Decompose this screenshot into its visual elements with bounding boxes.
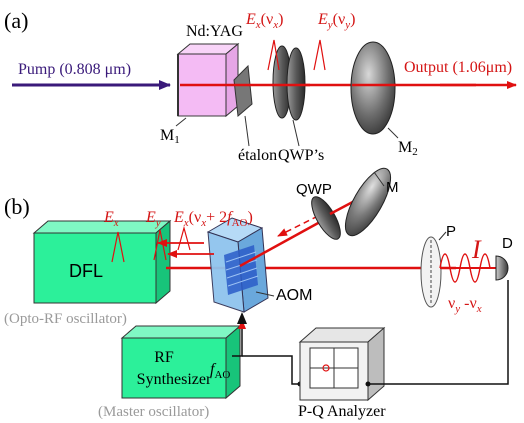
dfl-caption: (Opto-RF oscillator) bbox=[4, 311, 127, 327]
rf-to-analyzer-line bbox=[242, 355, 300, 385]
polarizer-label: P bbox=[446, 223, 456, 240]
aom-label: AOM bbox=[276, 287, 312, 304]
detector bbox=[495, 255, 509, 281]
etalon bbox=[233, 64, 253, 117]
mirror-b-label: M bbox=[386, 179, 399, 196]
ey-polarization-zigzag bbox=[313, 39, 326, 71]
etalon-label: étalon bbox=[238, 147, 277, 164]
ex-nu-label: Ex(νx) bbox=[245, 11, 283, 31]
nd-yag-label: Nd:YAG bbox=[186, 23, 243, 40]
m2-pointer bbox=[387, 127, 399, 139]
rf-synthesizer-box bbox=[120, 324, 242, 400]
rf-label-line1: RF bbox=[154, 349, 174, 366]
qwp-b bbox=[311, 196, 341, 240]
m1-pointer bbox=[175, 117, 187, 127]
qwp-pair bbox=[272, 45, 306, 121]
rf-label-line2: Synthesizer bbox=[137, 371, 212, 388]
pq-analyzer-box bbox=[298, 326, 386, 402]
ex-label-b: Ex bbox=[103, 209, 119, 229]
m2-mirror bbox=[350, 41, 396, 135]
ey-label-b: Ey bbox=[145, 209, 161, 229]
qwp-pointer bbox=[292, 119, 300, 147]
qwp-b-label: QWP bbox=[296, 181, 332, 198]
fao-label: fAO bbox=[210, 361, 230, 381]
dfl-label: DFL bbox=[69, 261, 103, 281]
analyzer-label: P-Q Analyzer bbox=[298, 403, 386, 420]
beam-deflected bbox=[239, 220, 321, 268]
ex-zigzag-b bbox=[111, 231, 125, 263]
m1-label: M1 bbox=[160, 127, 180, 146]
qwp-label: QWP’s bbox=[278, 147, 324, 164]
rf-caption: (Master oscillator) bbox=[98, 404, 209, 420]
panel-a-label: (a) bbox=[4, 8, 28, 33]
intensity-label: I bbox=[471, 235, 482, 264]
panel-b-label: (b) bbox=[4, 194, 30, 219]
shift-zigzag-b bbox=[177, 225, 191, 251]
ex-polarization-zigzag bbox=[267, 39, 280, 71]
ey-zigzag-b bbox=[153, 229, 167, 261]
beat-frequency-label: νy -νx bbox=[448, 295, 482, 315]
pump-label: Pump (0.808 μm) bbox=[18, 61, 131, 78]
aom-pointer bbox=[255, 291, 275, 297]
rf-arrow-head bbox=[237, 312, 247, 324]
detector-to-analyzer-line bbox=[368, 280, 509, 385]
nd-yag-crystal bbox=[176, 42, 240, 118]
mirror-b bbox=[344, 167, 392, 237]
beat-wave bbox=[439, 253, 491, 283]
aom-cell bbox=[206, 217, 269, 313]
m2-label: M2 bbox=[398, 139, 418, 158]
ey-nu-label: Ey(νy) bbox=[317, 11, 355, 31]
polarizer-pointer bbox=[438, 231, 447, 241]
beam-reflected-back bbox=[277, 215, 319, 237]
etalon-pointer bbox=[244, 115, 250, 147]
output-label: Output (1.06μm) bbox=[404, 59, 512, 76]
dfl-box bbox=[32, 219, 172, 305]
detector-label: D bbox=[502, 235, 513, 252]
mirror-b-pointer bbox=[373, 171, 385, 187]
shifted-field-label: Ex(νx+ 2fAO) bbox=[173, 209, 253, 229]
